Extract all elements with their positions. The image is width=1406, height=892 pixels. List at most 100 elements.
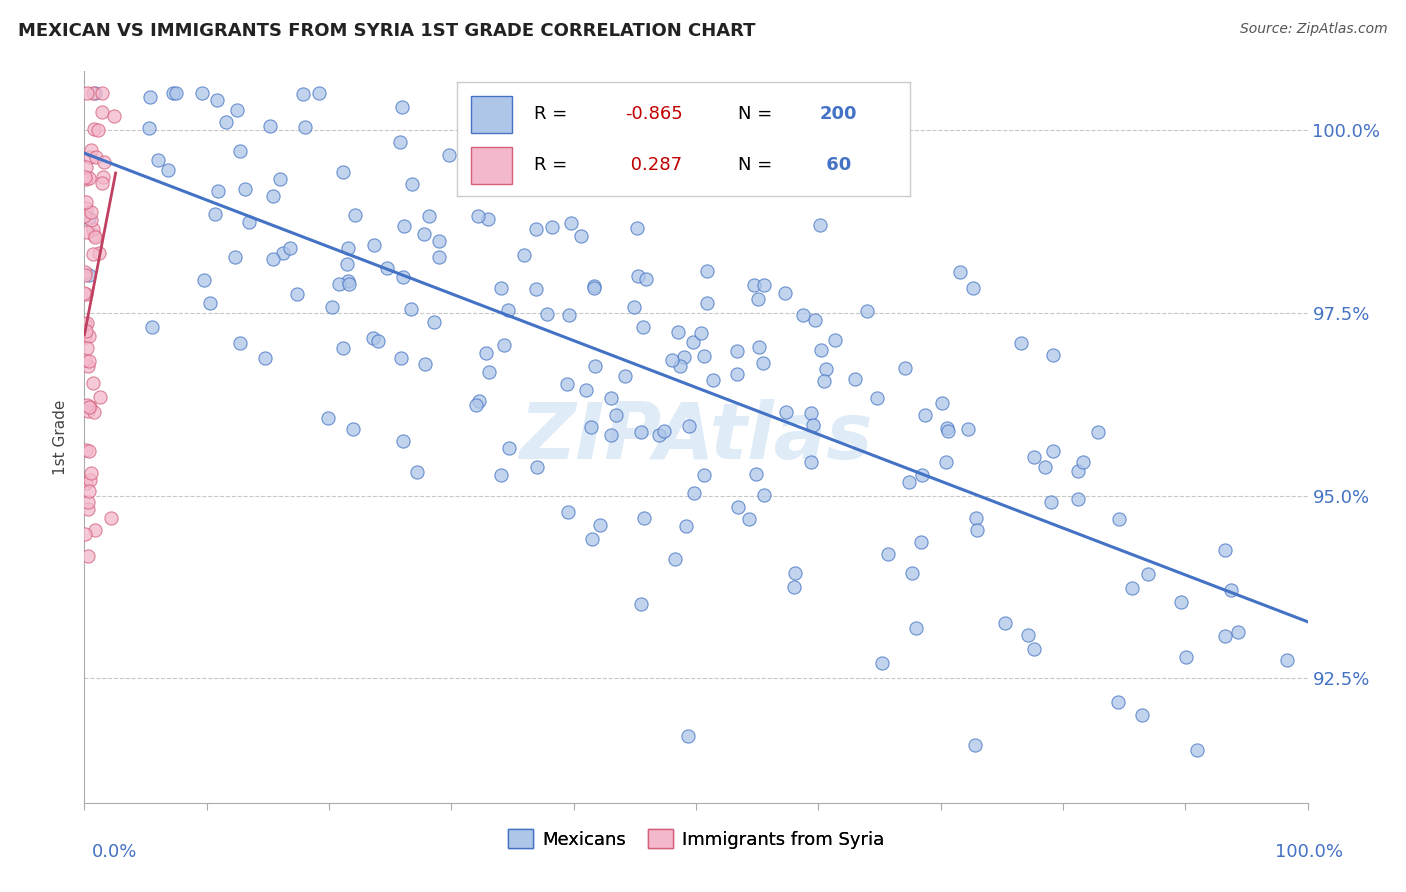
Point bbox=[725, 367, 748, 381]
Point bbox=[623, 300, 645, 314]
Point bbox=[911, 468, 934, 483]
Text: MEXICAN VS IMMIGRANTS FROM SYRIA 1ST GRADE CORRELATION CHART: MEXICAN VS IMMIGRANTS FROM SYRIA 1ST GRA… bbox=[18, 22, 756, 40]
Point bbox=[207, 185, 229, 199]
Point bbox=[508, 150, 530, 164]
Point bbox=[1227, 624, 1250, 639]
Point bbox=[1087, 425, 1109, 439]
Point bbox=[392, 269, 415, 284]
Point bbox=[405, 465, 427, 479]
Point bbox=[76, 494, 98, 508]
Point bbox=[494, 338, 516, 352]
Point bbox=[1213, 543, 1236, 558]
Point bbox=[77, 444, 100, 458]
Point bbox=[1107, 695, 1129, 709]
Point bbox=[193, 273, 215, 287]
Point bbox=[689, 326, 711, 340]
Point bbox=[229, 144, 252, 158]
Point bbox=[468, 393, 491, 408]
Text: Source: ZipAtlas.com: Source: ZipAtlas.com bbox=[1240, 22, 1388, 37]
Point bbox=[375, 260, 398, 275]
Point bbox=[83, 405, 105, 419]
Point bbox=[512, 248, 534, 262]
Point bbox=[73, 265, 96, 279]
Point bbox=[1022, 450, 1045, 464]
Point bbox=[524, 282, 547, 296]
Point bbox=[614, 369, 637, 384]
Point bbox=[901, 566, 924, 580]
Point bbox=[100, 511, 122, 525]
Point bbox=[678, 418, 700, 433]
Point bbox=[582, 281, 605, 295]
Point bbox=[560, 216, 582, 230]
Point bbox=[783, 580, 806, 594]
Point bbox=[1187, 743, 1209, 757]
Point bbox=[936, 424, 959, 438]
Point bbox=[75, 324, 97, 338]
Point bbox=[664, 552, 686, 566]
Point bbox=[75, 194, 97, 209]
Point bbox=[336, 274, 359, 288]
Point bbox=[204, 207, 226, 221]
Point bbox=[1071, 454, 1094, 468]
Point bbox=[80, 466, 103, 480]
Point bbox=[157, 162, 180, 177]
Point bbox=[557, 377, 579, 392]
Point bbox=[783, 566, 806, 580]
Point bbox=[77, 170, 100, 185]
Point bbox=[73, 330, 96, 344]
Point bbox=[898, 475, 921, 490]
Point bbox=[75, 171, 97, 186]
Point bbox=[392, 219, 415, 233]
Point bbox=[742, 278, 765, 293]
Point bbox=[162, 87, 184, 101]
Point bbox=[82, 222, 104, 236]
Point bbox=[894, 361, 917, 376]
Point bbox=[599, 391, 621, 405]
Point bbox=[669, 359, 692, 374]
Point bbox=[73, 352, 96, 367]
Point bbox=[589, 518, 612, 533]
Point bbox=[90, 105, 112, 120]
Point bbox=[808, 218, 831, 232]
Point bbox=[1170, 594, 1192, 608]
Point bbox=[814, 362, 837, 376]
Point bbox=[866, 391, 889, 405]
Point bbox=[80, 205, 103, 219]
Point bbox=[936, 420, 959, 434]
Point bbox=[73, 210, 96, 224]
Point bbox=[1010, 335, 1032, 350]
Point bbox=[693, 350, 716, 364]
Point bbox=[557, 308, 579, 322]
Point bbox=[392, 434, 415, 448]
Point bbox=[700, 140, 723, 154]
Point bbox=[581, 533, 603, 547]
Point bbox=[93, 155, 115, 169]
Point bbox=[575, 383, 598, 397]
Point bbox=[165, 87, 187, 101]
Point bbox=[77, 211, 100, 226]
Point bbox=[332, 341, 354, 355]
Point bbox=[83, 122, 105, 136]
Point bbox=[77, 502, 100, 516]
Point bbox=[630, 597, 652, 611]
Point bbox=[754, 277, 776, 292]
Point bbox=[226, 103, 249, 117]
Point bbox=[583, 359, 606, 373]
Point bbox=[278, 241, 301, 255]
Point bbox=[634, 272, 657, 286]
Point bbox=[702, 372, 724, 386]
Point bbox=[748, 340, 770, 354]
Point bbox=[332, 165, 354, 179]
Point bbox=[672, 350, 695, 364]
Point bbox=[292, 87, 315, 101]
Point bbox=[77, 549, 100, 563]
Point bbox=[259, 119, 281, 133]
Point bbox=[1136, 567, 1159, 582]
Point bbox=[79, 473, 101, 487]
Point bbox=[752, 488, 775, 502]
Point bbox=[1017, 628, 1039, 642]
Point bbox=[87, 122, 110, 136]
Point bbox=[962, 280, 984, 294]
Point bbox=[630, 425, 652, 439]
Point bbox=[73, 317, 96, 331]
